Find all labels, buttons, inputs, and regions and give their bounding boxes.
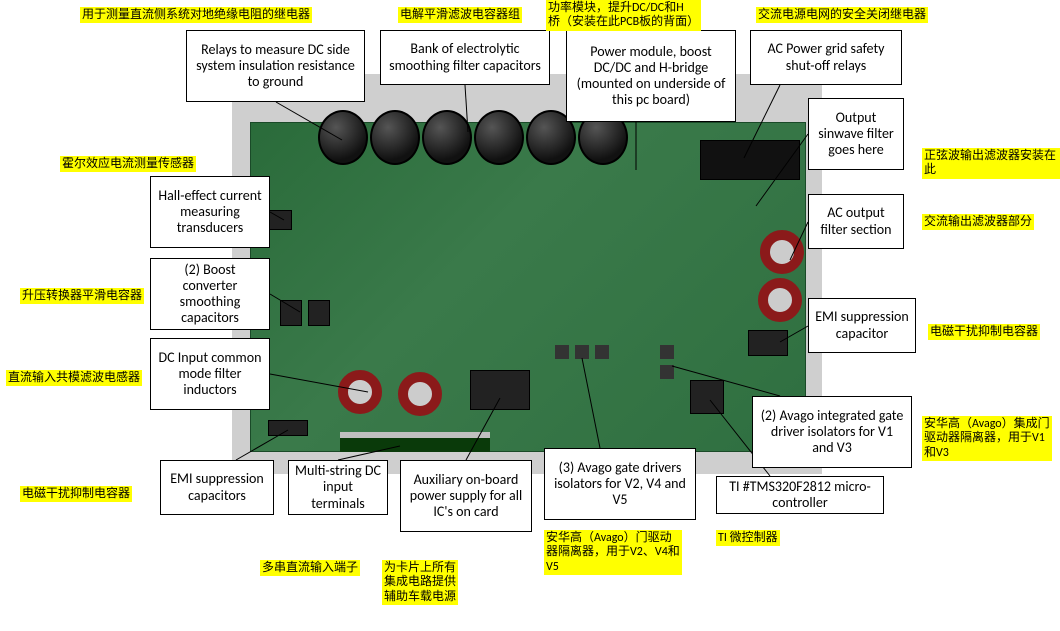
toroid-icon xyxy=(758,278,802,322)
toroid-icon xyxy=(338,370,382,414)
label-relays-dc-insulation: Relays to measure DC side system insulat… xyxy=(186,30,365,102)
cn-label-cn-dc-cm: 直流输入共模滤波电感器 xyxy=(6,370,142,386)
cn-label-cn-emi-r: 电磁干扰抑制电容器 xyxy=(928,324,1040,340)
label-ti-mcu: TI #TMS320F2812 micro-controller xyxy=(716,476,884,514)
gate-driver-chip xyxy=(555,345,569,359)
label-sinwave-filter: Output sinwave filter goes here xyxy=(808,98,904,170)
mcu-chip xyxy=(690,380,724,414)
label-ac-relays: AC Power grid safety shut-off relays xyxy=(750,30,902,85)
emi-cap-right xyxy=(748,330,788,356)
toroid-icon xyxy=(760,230,804,274)
label-hall-effect: Hall-effect current measuring transducer… xyxy=(150,176,270,248)
label-multi-string-dc: Multi-string DC input terminals xyxy=(288,460,388,515)
label-avago-v1-v3: (2) Avago integrated gate driver isolato… xyxy=(752,396,912,468)
label-avago-v2-v4-v5: (3) Avago gate drivers isolators for V2,… xyxy=(544,448,696,520)
aux-ps-block xyxy=(470,370,530,410)
cn-label-cn-avago13: 安华高（Avago）集成门 驱动器隔离器，用于V1 和V3 xyxy=(922,416,1052,461)
label-ac-output-filter: AC output filter section xyxy=(808,194,904,249)
label-electrolytic-caps: Bank of electrolytic smoothing filter ca… xyxy=(380,30,550,85)
cn-label-cn-aux-ps: 为卡片上所有 集成电路提供 辅助车载电源 xyxy=(382,560,458,605)
capacitor-icon xyxy=(474,110,524,165)
label-emi-cap-right: EMI suppression capacitor xyxy=(808,298,916,353)
gate-driver-chip xyxy=(595,345,609,359)
label-power-module: Power module, boost DC/DC and H-bridge (… xyxy=(566,30,736,122)
cn-label-cn-avago245: 安华高（Avago）门驱动 器隔离器，用于V2、V4和 V5 xyxy=(544,530,682,575)
label-emi-caps-left: EMI suppression capacitors xyxy=(160,460,274,515)
boost-cap xyxy=(308,300,330,326)
dc-terminals xyxy=(340,432,490,452)
ac-relays-block xyxy=(700,140,800,180)
capacitor-icon xyxy=(422,110,472,165)
label-dc-cm-inductors: DC Input common mode filter inductors xyxy=(150,338,270,410)
cn-label-cn-ac-out: 交流输出滤波器部分 xyxy=(922,214,1034,230)
gate-driver-chip xyxy=(660,345,674,359)
cn-label-cn-sinwave: 正弦波输出滤波器安装在此 xyxy=(922,148,1060,179)
label-aux-ps: Auxiliary on-board power supply for all … xyxy=(400,460,532,532)
cn-label-cn-emi-l: 电磁干扰抑制电容器 xyxy=(20,486,132,502)
emi-cap-left xyxy=(268,420,308,436)
gate-driver-chip xyxy=(575,345,589,359)
cn-label-cn-ti: TI 微控制器 xyxy=(716,530,780,546)
capacitor-icon xyxy=(370,110,420,165)
cn-label-cn-ms-dc: 多串直流输入端子 xyxy=(260,560,360,576)
cn-label-cn-caps: 电解平滑滤波电容器组 xyxy=(398,7,522,23)
cn-label-cn-hall: 霍尔效应电流测量传感器 xyxy=(60,156,196,172)
capacitor-icon xyxy=(318,110,368,165)
cn-label-cn-boost: 升压转换器平滑电容器 xyxy=(20,288,144,304)
toroid-icon xyxy=(398,372,442,416)
cn-label-cn-power-mod: 功率模块，提升DC/DC和H 桥（安装在此PCB板的背面） xyxy=(546,0,701,31)
gate-driver-chip xyxy=(660,365,674,379)
cn-label-cn-ac-relays: 交流电源电网的安全关闭继电器 xyxy=(756,7,928,23)
label-boost-caps: (2) Boost converter smoothing capacitors xyxy=(150,258,270,330)
boost-cap xyxy=(280,300,302,326)
cn-label-cn-relays-dc: 用于测量直流侧系统对地绝缘电阻的继电器 xyxy=(80,7,312,23)
